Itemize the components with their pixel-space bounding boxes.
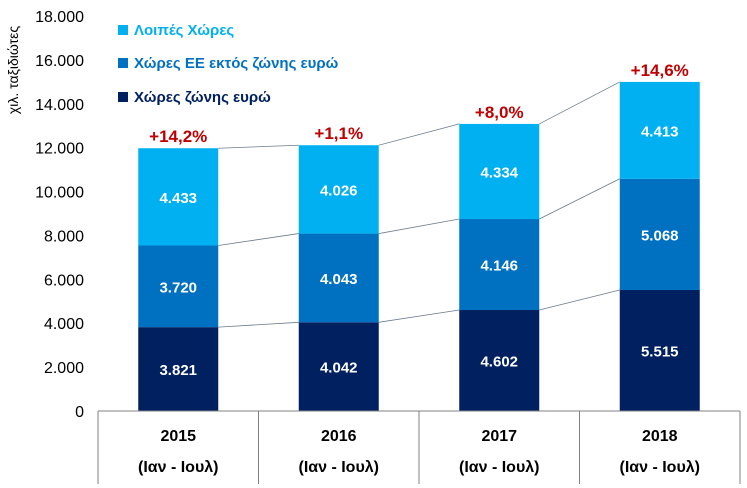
bar-segment	[459, 123, 540, 220]
connector-line	[539, 81, 620, 125]
legend: Λοιπές Χώρες Χώρες ΕΕ εκτός ζώνης ευρώ Χώρ…	[118, 22, 339, 106]
axes	[97, 410, 741, 484]
connector-line	[378, 309, 460, 323]
x-axis-labels: 2015 (Ιαν - Ιουλ) 2016 (Ιαν - Ιουλ) 2017 (Ιαν…	[138, 428, 700, 476]
x-tick-sublabel: (Ιαν - Ιουλ)	[459, 459, 539, 476]
legend-label: Χώρες ΕΕ εκτός ζώνης ευρώ	[134, 55, 339, 72]
x-tick-label: 2015	[160, 428, 196, 445]
connector-line	[378, 218, 460, 234]
segment-value-label: 4.042	[320, 360, 358, 377]
y-tick-label: 0	[75, 404, 84, 421]
segment-value-label: 4.602	[480, 354, 518, 371]
x-tick-sublabel: (Ιαν - Ιουλ)	[299, 459, 379, 476]
x-tick-label: 2018	[642, 428, 678, 445]
connector-line	[218, 321, 299, 328]
segment-value-label: 4.334	[480, 164, 518, 181]
bar-segment	[138, 245, 219, 328]
y-axis-ticks: 0 2.000 4.000 6.000 8.000 10.000 12.000 14.000 1…	[35, 9, 84, 421]
y-tick-label: 18.000	[35, 9, 84, 26]
segment-value-label: 3.720	[159, 279, 197, 296]
growth-label: +14,6%	[631, 61, 689, 80]
x-tick-sublabel: (Ιαν - Ιουλ)	[138, 459, 218, 476]
segment-value-label: 5.068	[641, 227, 679, 244]
y-tick-label: 8.000	[44, 228, 84, 245]
connector-line	[539, 289, 620, 311]
y-axis-title: χιλ. ταξιδιώτες	[5, 26, 21, 114]
bar-segment	[459, 219, 540, 311]
y-tick-label: 6.000	[44, 272, 84, 289]
segment-value-label: 4.433	[159, 190, 197, 207]
stacked-bars	[138, 81, 700, 411]
segment-value-label: 4.146	[480, 258, 518, 275]
bar-segment	[138, 327, 219, 411]
segment-value-label: 4.413	[641, 123, 679, 140]
y-tick-label: 14.000	[35, 97, 84, 114]
bar-segment	[298, 145, 379, 234]
x-tick-label: 2017	[481, 428, 517, 445]
growth-labels: +14,2% +1,1% +8,0% +14,6%	[149, 61, 689, 146]
bar-segment	[138, 148, 219, 246]
y-tick-label: 2.000	[44, 360, 84, 377]
y-tick-label: 12.000	[35, 141, 84, 158]
growth-label: +1,1%	[314, 124, 363, 143]
growth-label: +14,2%	[149, 127, 207, 146]
legend-swatch	[118, 25, 128, 35]
bar-segment	[619, 81, 700, 179]
y-tick-label: 16.000	[35, 53, 84, 70]
connector-line	[218, 233, 299, 246]
segment-value-label: 4.043	[320, 271, 358, 288]
connector-line	[218, 144, 299, 149]
legend-swatch	[118, 58, 128, 68]
legend-label: Χώρες ζώνης ευρώ	[134, 89, 271, 106]
segment-labels: 3.821 3.720 4.433 4.042 4.043 4.026 4.602 4.146…	[159, 123, 678, 379]
segment-value-label: 3.821	[159, 362, 197, 379]
connector-line	[378, 123, 460, 146]
legend-label: Λοιπές Χώρες	[134, 22, 234, 39]
y-tick-label: 10.000	[35, 185, 84, 202]
segment-value-label: 4.026	[320, 182, 358, 199]
y-tick-label: 4.000	[44, 316, 84, 333]
bar-segment	[298, 322, 379, 411]
x-tick-label: 2016	[321, 428, 357, 445]
connector-lines	[218, 81, 620, 328]
segment-value-label: 5.515	[641, 343, 679, 360]
growth-label: +8,0%	[475, 103, 524, 122]
x-tick-sublabel: (Ιαν - Ιουλ)	[620, 459, 700, 476]
connector-line	[539, 178, 620, 220]
bar-segment	[619, 178, 700, 290]
legend-swatch	[118, 92, 128, 102]
bar-segment	[459, 310, 540, 411]
bar-segment	[619, 289, 700, 411]
bar-segment	[298, 233, 379, 323]
